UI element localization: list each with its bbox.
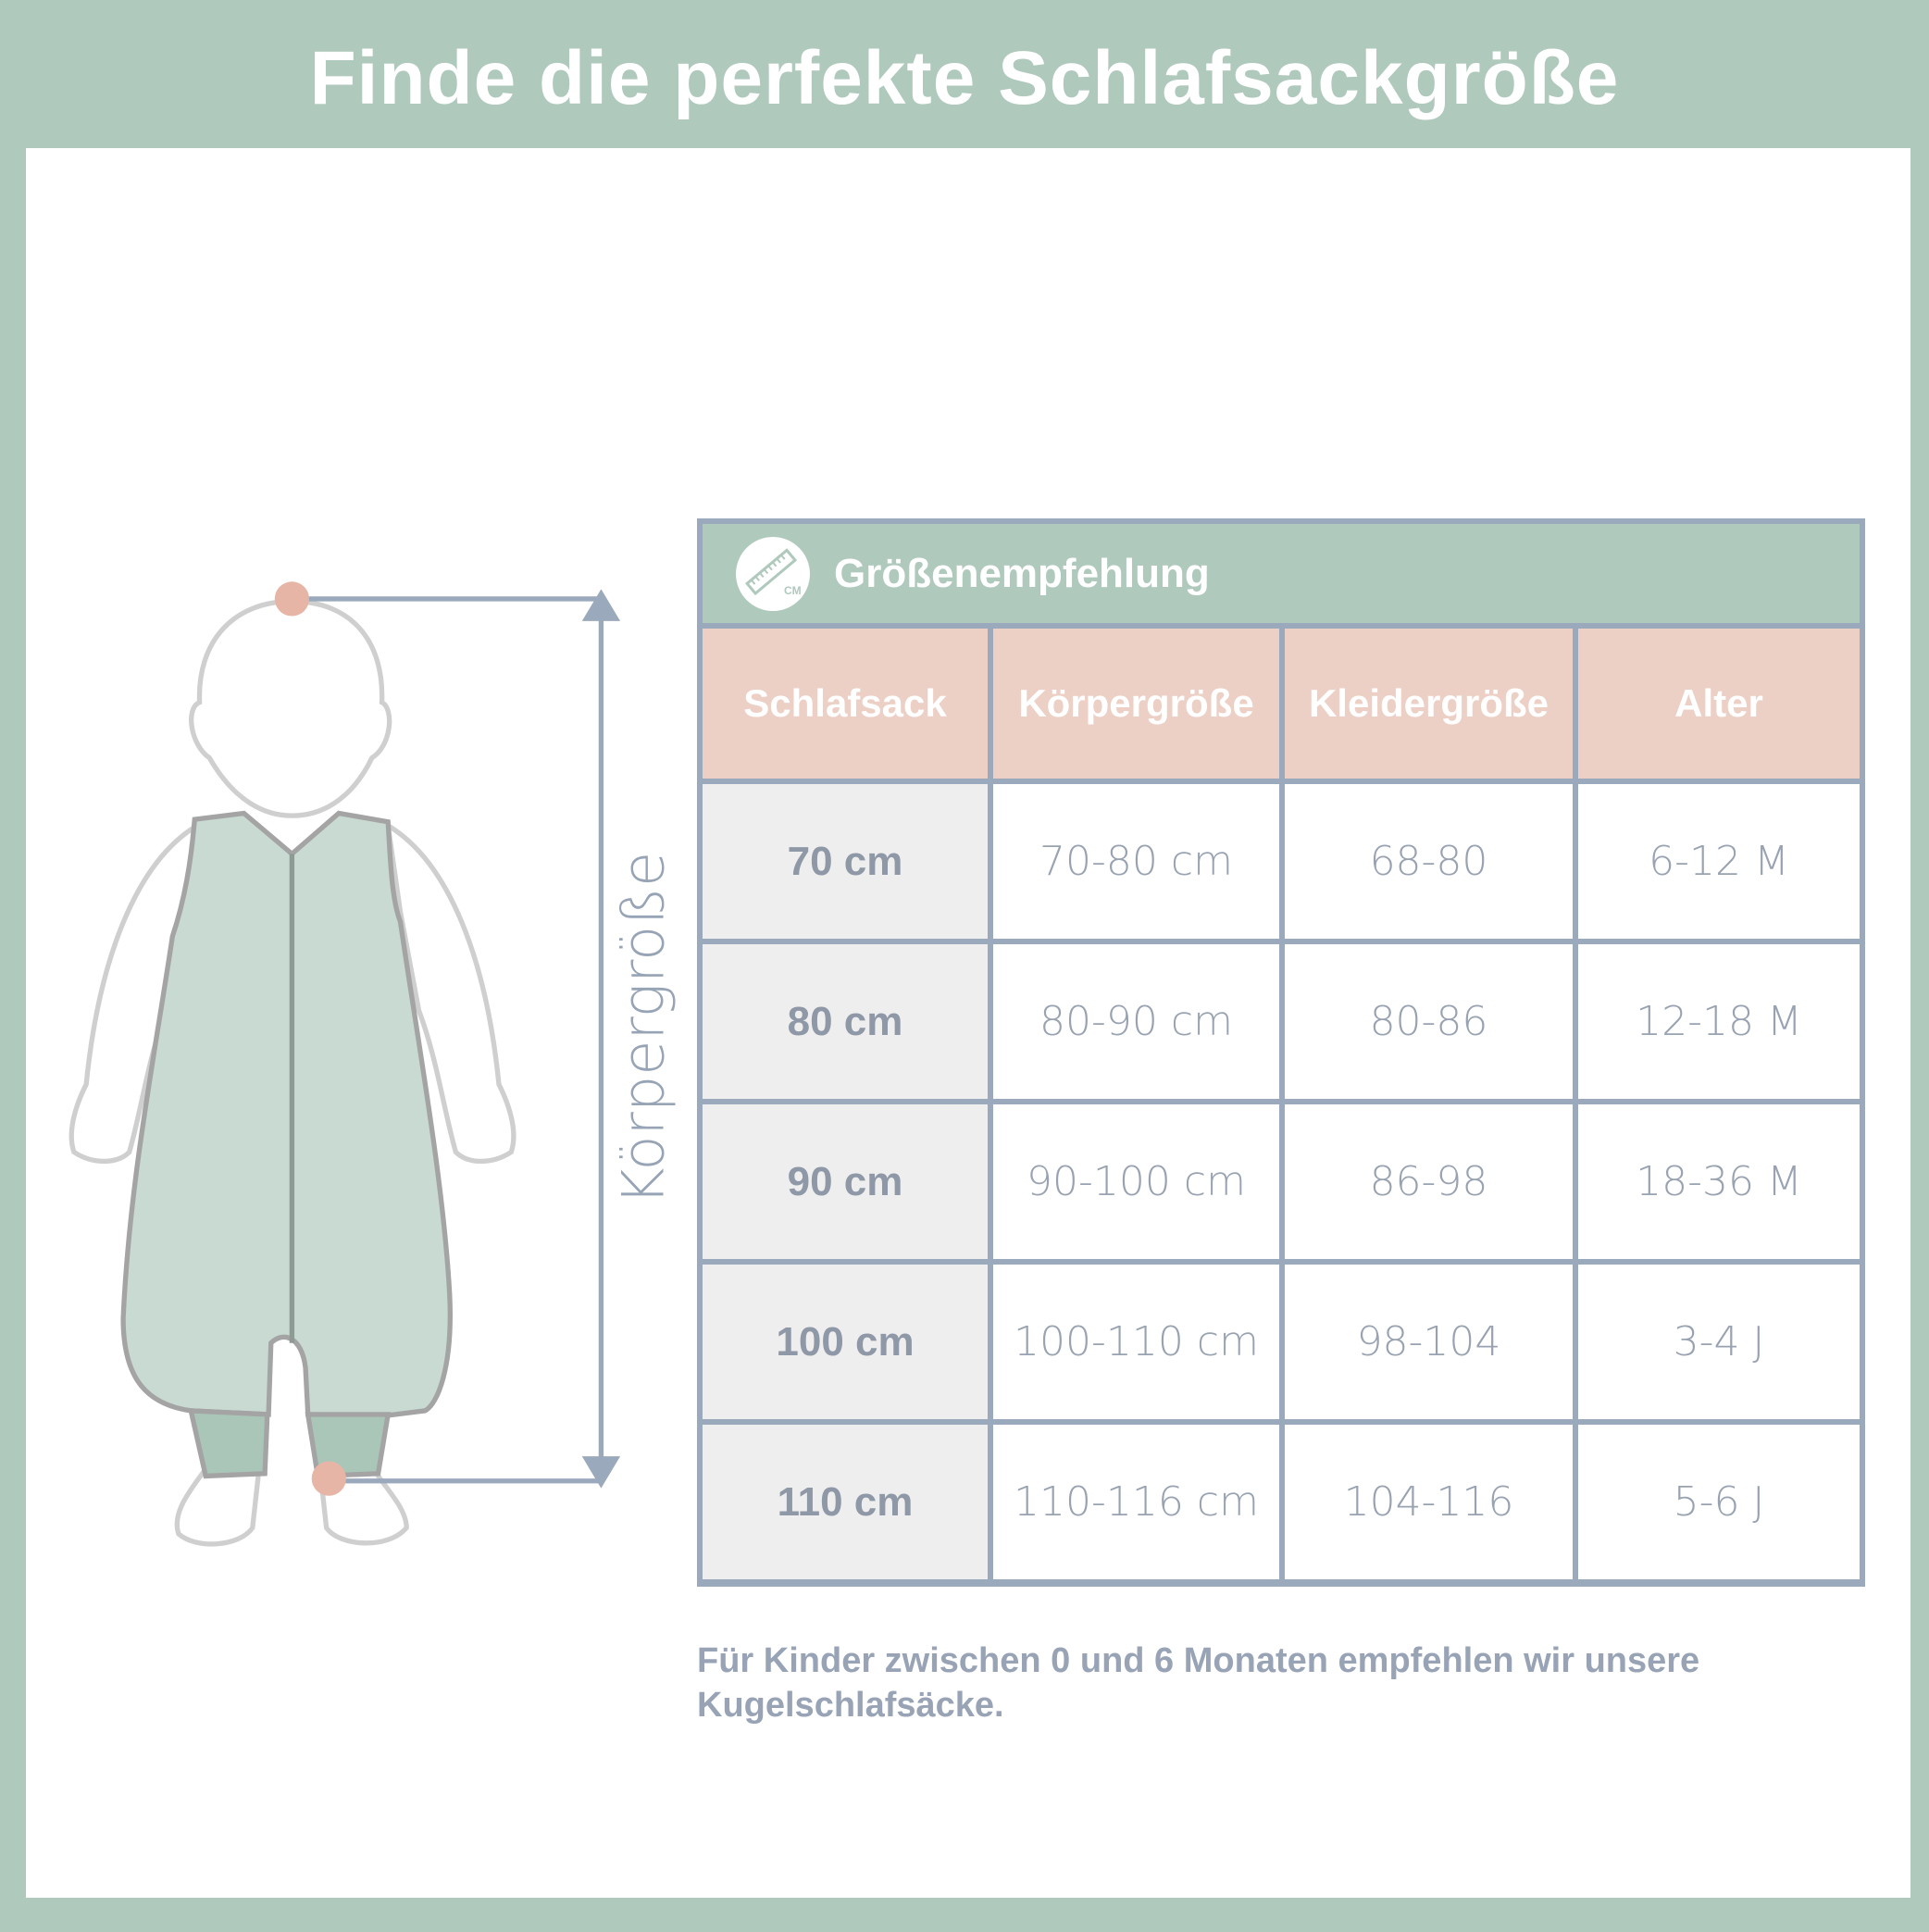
- arrow-up-icon: [581, 589, 621, 621]
- footnote: Für Kinder zwischen 0 und 6 Monaten empf…: [697, 1641, 1700, 1725]
- table-cell: 98-104: [1285, 1265, 1573, 1419]
- table-cell: 3-4 J: [1578, 1265, 1860, 1419]
- right-cuff: [305, 1412, 392, 1479]
- left-arm: [68, 820, 201, 1164]
- table-heading: Größenempfehlung: [834, 550, 1210, 596]
- table-cell: 70 cm: [703, 784, 988, 939]
- right-arm: [384, 820, 516, 1164]
- left-foot: [174, 1469, 262, 1547]
- table-cell: 110-116 cm: [993, 1425, 1279, 1579]
- table-cell: 18-36 M: [1578, 1104, 1860, 1259]
- head: [189, 598, 392, 818]
- page-title: Finde die perfekte Schlafsackgröße: [309, 36, 1620, 120]
- table-heading-bar: CM Größenempfehlung: [703, 524, 1860, 623]
- svg-text:CM: CM: [784, 584, 802, 597]
- body-height-label: Körpergröße: [609, 851, 678, 1206]
- ruler-cm-icon: CM: [736, 536, 810, 611]
- table-cell: 68-80: [1285, 784, 1573, 939]
- table-cell: 80 cm: [703, 944, 988, 1099]
- column-header: Kleidergröße: [1285, 629, 1573, 779]
- arrow-down-icon: [581, 1456, 621, 1489]
- foot-marker: [311, 1461, 346, 1496]
- left-cuff: [187, 1408, 270, 1479]
- size-table: CM Größenempfehlung Schlafsack Körpergröß…: [697, 518, 1865, 1587]
- table-cell: 110 cm: [703, 1425, 988, 1579]
- table-cell: 100 cm: [703, 1265, 988, 1419]
- table-cell: 12-18 M: [1578, 944, 1860, 1099]
- table-cell: 90-100 cm: [993, 1104, 1279, 1259]
- right-foot: [317, 1469, 409, 1546]
- table-cell: 80-86: [1285, 944, 1573, 1099]
- head-marker: [274, 581, 310, 617]
- table-cell: 104-116: [1285, 1425, 1573, 1579]
- column-header: Alter: [1578, 629, 1860, 779]
- table-cell: 80-90 cm: [993, 944, 1279, 1099]
- table-cell: 90 cm: [703, 1104, 988, 1259]
- column-header: Schlafsack: [703, 629, 988, 779]
- table-cell: 5-6 J: [1578, 1425, 1860, 1579]
- column-header: Körpergröße: [993, 629, 1279, 779]
- table-cell: 70-80 cm: [993, 784, 1279, 939]
- sleeping-bag: [120, 810, 453, 1420]
- table-cell: 86-98: [1285, 1104, 1573, 1259]
- table-cell: 6-12 M: [1578, 784, 1860, 939]
- table-cell: 100-110 cm: [993, 1265, 1279, 1419]
